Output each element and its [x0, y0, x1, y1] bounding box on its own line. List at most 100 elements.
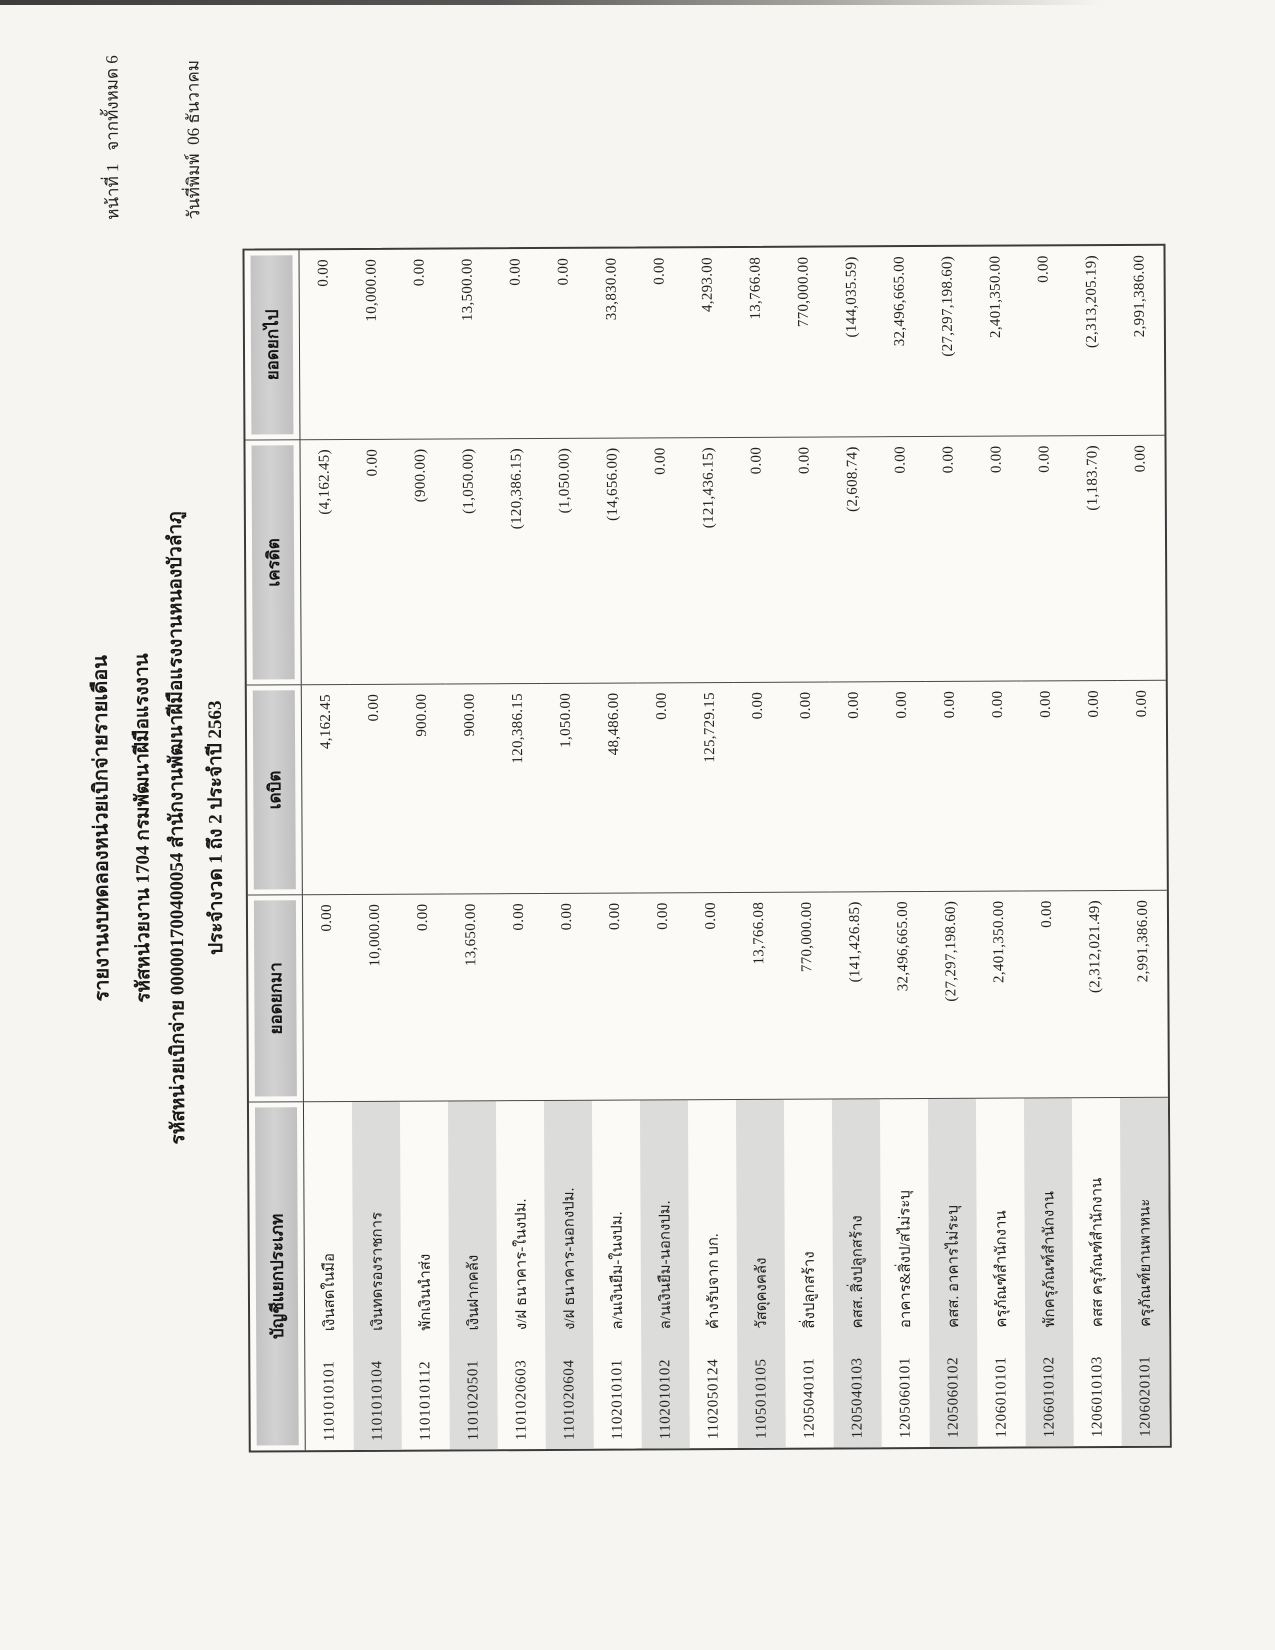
account-code: 1105010105 — [752, 1357, 769, 1439]
account-cell: 1101010112 พักเงินนำส่ง — [399, 1101, 449, 1449]
account-cell: 1205040103 คสส. สิ่งปลูกสร้าง — [831, 1098, 882, 1447]
carry-forward-value: 770,000.00 — [782, 891, 832, 1100]
carry-forward-value: 0.00 — [542, 893, 592, 1101]
carry-forward-value: 32,496,665.00 — [878, 891, 928, 1099]
credit-value: 0.00 — [1019, 435, 1070, 681]
account-cell: 1206010101 ครุภัณฑ์สำนักงาน — [975, 1098, 1025, 1446]
account-cell: 1206010102 พักครุภัณฑ์สำนักงาน — [1023, 1097, 1074, 1446]
carry-forward-value: (27,297,198.60) — [926, 891, 976, 1099]
balance-value: (27,297,198.60) — [922, 246, 972, 437]
carry-forward-value: (141,426.85) — [830, 891, 880, 1099]
header-account-label: บัญชีแยกประเภท — [254, 1106, 299, 1446]
account-name: คสส. สิ่งปลูกสร้าง — [849, 1214, 866, 1328]
account-name: ง/ฝ ธนาคาร-นอกงปม. — [560, 1187, 578, 1330]
header-balance: ยอดยกไป — [243, 249, 300, 441]
debit-value: 0.00 — [1021, 680, 1071, 891]
header-debit: เดบิต — [246, 684, 303, 896]
carry-forward-value: 10,000.00 — [350, 894, 400, 1102]
account-name: วัสดุคงคลัง — [753, 1257, 770, 1329]
account-name: ครุภัณฑ์สำนักงาน — [993, 1209, 1010, 1328]
account-cell: 1101010104 เงินทดรองราชการ — [351, 1101, 402, 1450]
credit-value: (1,050.00) — [443, 438, 494, 685]
account-code: 1206020101 — [1136, 1355, 1153, 1437]
carry-forward-value: 0.00 — [398, 894, 448, 1102]
account-code: 1206010103 — [1088, 1355, 1105, 1437]
debit-value: 0.00 — [877, 681, 927, 892]
debit-value: 0.00 — [973, 680, 1023, 892]
balance-value: 0.00 — [538, 248, 588, 439]
balance-value: 770,000.00 — [778, 246, 828, 438]
account-cell: 1105010105 วัสดุคงคลัง — [735, 1099, 786, 1448]
credit-value: 0.00 — [347, 439, 398, 685]
account-code: 1101010112 — [416, 1360, 433, 1441]
account-code: 1101020603 — [512, 1359, 529, 1440]
debit-value: 900.00 — [397, 684, 447, 895]
credit-value: (1,183.70) — [1067, 435, 1118, 681]
carry-forward-value: 0.00 — [1022, 890, 1072, 1098]
header-credit-label: เครดิต — [251, 444, 295, 680]
balance-value: 2,991,386.00 — [1114, 245, 1164, 436]
account-cell: 1205040101 สิ่งปลูกสร้าง — [783, 1099, 833, 1447]
account-cell: 1102010102 ล/นเงินยืม-นอกงปม. — [639, 1099, 690, 1448]
credit-value: (121,436.15) — [683, 437, 734, 683]
credit-value: 0.00 — [923, 436, 974, 682]
account-code: 1102010101 — [608, 1358, 625, 1440]
carry-forward-value: 0.00 — [686, 892, 736, 1100]
account-code: 1205060101 — [896, 1356, 913, 1438]
debit-value: 900.00 — [445, 683, 495, 895]
credit-value: (1,050.00) — [539, 438, 590, 684]
header-debit-label: เดบิต — [252, 689, 296, 890]
balance-value: 0.00 — [298, 249, 348, 440]
debit-value: 0.00 — [637, 682, 687, 893]
account-cell: 1102010101 ล/นเงินยืม-ในงปม. — [591, 1100, 641, 1448]
header-account: บัญชีแยกประเภท — [248, 1101, 306, 1451]
account-cell: 1101020603 ง/ฝ ธนาคาร-ในงปม. — [495, 1100, 545, 1448]
balance-value: 4,293.00 — [682, 247, 732, 438]
balance-value: 0.00 — [1018, 245, 1068, 436]
debit-value: 4,162.45 — [301, 684, 351, 895]
account-name: อาคาร&สิ่งป/สไม่ระบุ — [896, 1189, 914, 1328]
account-name: คสส. อาคารไม่ระบุ — [944, 1204, 962, 1328]
carry-forward-value: 0.00 — [302, 894, 352, 1102]
debit-value: 0.00 — [829, 681, 879, 892]
account-code: 1205040103 — [848, 1356, 865, 1438]
report-title-block: รายงานงบทดลองหน่วยเบิกจ่ายรายเดือน รหัสห… — [0, 3, 227, 1650]
account-code: 1206010102 — [1040, 1355, 1057, 1437]
trial-balance-table: บัญชีแยกประเภท ยอดยกมา เดบิต เครดิต ยอดย… — [241, 243, 1172, 1453]
account-code: 1205060102 — [944, 1356, 961, 1438]
account-name: เงินทดรองราชการ — [369, 1211, 386, 1331]
debit-value: 125,729.15 — [685, 682, 735, 893]
debit-value: 48,486.00 — [589, 682, 639, 894]
carry-forward-value: 13,766.08 — [734, 892, 784, 1100]
agency-code-line: รหัสหน่วยงาน 1704 กรมพัฒนาฝีมือแรงงาน — [131, 652, 154, 1003]
account-code: 1101020501 — [464, 1359, 481, 1440]
account-cell: 1205060102 คสส. อาคารไม่ระบุ — [927, 1098, 978, 1447]
balance-value: 0.00 — [634, 247, 684, 439]
credit-value: 0.00 — [635, 437, 686, 683]
account-code: 1101020604 — [560, 1358, 577, 1440]
carry-forward-value: 13,650.00 — [446, 893, 496, 1101]
credit-value: 0.00 — [779, 436, 830, 683]
account-code: 1206010101 — [992, 1356, 1009, 1438]
account-name: ล/นเงินยืม-ในงปม. — [609, 1211, 626, 1330]
credit-value: (900.00) — [395, 439, 446, 685]
debit-value: 0.00 — [1069, 680, 1119, 891]
balance-value: 2,401,350.00 — [970, 245, 1020, 437]
account-cell: 1101020604 ง/ฝ ธนาคาร-นอกงปม. — [543, 1100, 594, 1449]
account-cell: 1101010101 เงินสดในมือ — [303, 1102, 353, 1450]
account-cell: 1206010103 คสส ครุภัณฑ์สำนักงาน — [1071, 1097, 1121, 1445]
carry-forward-value: 2,991,386.00 — [1118, 890, 1168, 1098]
account-cell: 1102050124 ค้างรับจาก บก. — [687, 1099, 737, 1447]
balance-value: 10,000.00 — [346, 249, 396, 440]
account-name: เงินสดในมือ — [321, 1252, 338, 1331]
account-cell: 1206020101 ครุภัณฑ์ยานพาหนะ — [1119, 1097, 1170, 1446]
header-credit: เครดิต — [244, 439, 302, 686]
account-name: ครุภัณฑ์ยานพาหนะ — [1136, 1197, 1154, 1327]
credit-value: 0.00 — [731, 437, 782, 683]
balance-value: 0.00 — [394, 249, 444, 440]
account-name: สิ่งปลูกสร้าง — [801, 1250, 818, 1329]
account-name: พักเงินนำส่ง — [417, 1253, 434, 1331]
credit-value: (14,656.00) — [587, 438, 638, 684]
header-carry-forward-label: ยอดยกมา — [253, 899, 297, 1097]
